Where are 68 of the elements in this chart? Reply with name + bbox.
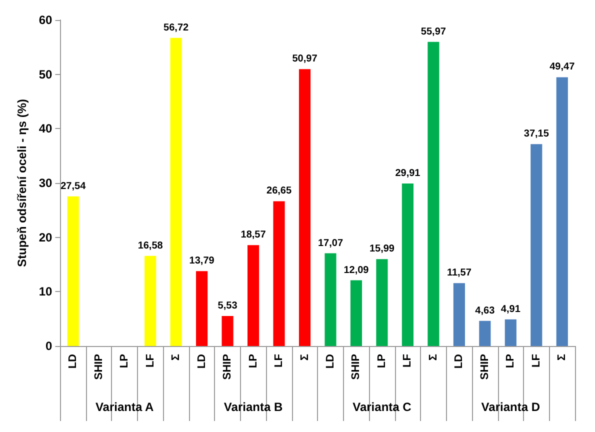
y-tick-label: 50 (38, 67, 53, 82)
bar (402, 183, 414, 346)
x-tick-label: LF (402, 354, 414, 368)
x-tick-label: Σ (170, 354, 182, 361)
bar (170, 38, 182, 346)
y-tick-label: 30 (38, 176, 53, 190)
bar (324, 253, 336, 346)
data-label: 56,72 (164, 22, 190, 34)
data-label: 27,54 (60, 180, 86, 192)
x-tick-label: Σ (556, 354, 568, 361)
bar (144, 256, 156, 346)
x-tick-label: LP (118, 354, 131, 368)
x-tick-label: LP (504, 354, 517, 368)
x-tick-label: Σ (427, 354, 440, 361)
text: Varianta D (481, 400, 540, 414)
x-tick-label: SHIP (478, 354, 491, 380)
x-tick-label: LD (67, 354, 80, 369)
data-label: 13,79 (189, 256, 215, 267)
bar (479, 320, 491, 346)
x-tick-label: LD (453, 354, 466, 369)
x-tick-label: LF (530, 354, 542, 368)
bar (298, 69, 311, 346)
bar (376, 259, 388, 346)
bar (350, 280, 362, 346)
data-label: 17,07 (318, 238, 344, 249)
x-tick-label: LP (376, 354, 388, 368)
bar (428, 42, 440, 346)
bar (196, 271, 208, 346)
data-label: 16,58 (138, 240, 164, 252)
y-tick-label: 60 (38, 13, 53, 27)
text: Varianta B (224, 400, 283, 414)
data-label: 26,65 (266, 186, 292, 197)
data-label: 37,15 (524, 128, 550, 140)
x-tick-label: SHIP (92, 354, 105, 380)
data-label: 4,63 (475, 305, 496, 316)
bar (67, 196, 79, 346)
data-label: 15,99 (369, 244, 395, 255)
x-tick-label: LD (324, 354, 336, 369)
x-tick-label: SHIP (350, 354, 362, 380)
y-axis-title: Stupeň odsíření oceli - ηs (%) (15, 98, 29, 268)
data-label: 49,47 (550, 62, 576, 73)
y-tick-label: 10 (38, 284, 53, 299)
x-tick-label: LF (144, 354, 156, 368)
y-tick-label: 0 (46, 339, 53, 353)
bar (530, 144, 542, 346)
data-label: 12,09 (344, 264, 370, 276)
x-tick-label: LF (273, 354, 286, 368)
text: Varianta C (352, 400, 412, 414)
bar (273, 201, 285, 346)
bar (222, 316, 234, 346)
y-tick-label: 40 (38, 122, 53, 136)
data-label: 29,91 (395, 168, 421, 179)
data-label: 11,57 (446, 268, 472, 279)
x-tick-label: LP (247, 354, 260, 368)
data-label: 4,91 (500, 304, 521, 315)
bar (556, 77, 568, 346)
data-label: 50,97 (292, 54, 318, 65)
bar (247, 245, 260, 346)
x-tick-label: LD (196, 354, 208, 369)
text: Varianta A (95, 400, 154, 414)
data-label: 55,97 (420, 26, 446, 38)
data-label: 18,57 (240, 230, 266, 241)
data-label: 5,53 (218, 300, 238, 312)
x-tick-label: SHIP (222, 354, 234, 380)
y-tick-label: 20 (38, 230, 53, 244)
bar (453, 283, 465, 346)
x-tick-label: Σ (298, 354, 311, 361)
bar (504, 319, 516, 346)
